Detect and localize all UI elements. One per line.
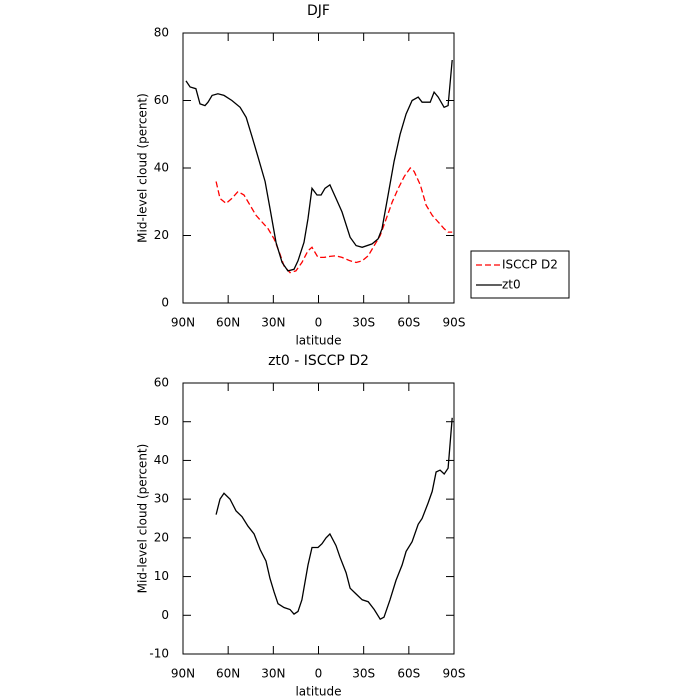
legend-box [470,250,570,299]
x-tick-label: 90S [443,316,466,330]
y-tick-label: 30 [154,492,169,506]
y-tick-label: 80 [154,26,169,40]
x-axis-label: latitude [295,685,341,699]
x-tick-label: 90S [443,667,466,681]
x-tick-label: 30S [352,667,375,681]
x-tick-label: 60S [397,667,420,681]
x-tick-label: 30S [352,316,375,330]
legend-label: ISCCP D2 [502,258,558,272]
y-tick-label: 20 [154,530,169,544]
chart-title: DJF [307,3,330,19]
x-tick-label: 60S [397,316,420,330]
plot-frame [182,32,455,304]
x-tick-label: 60N [216,316,240,330]
plot-frame [182,382,455,655]
series-line [215,167,453,274]
y-tick-label: 40 [154,453,169,467]
legend-label: zt0 [502,278,521,292]
x-tick-label: 30N [261,667,285,681]
x-tick-label: 0 [315,316,323,330]
y-axis-label: Mid-level cloud (percent) [136,93,150,243]
y-tick-label: 10 [154,569,169,583]
series-line [215,417,453,621]
x-tick-label: 0 [315,667,323,681]
x-tick-label: 60N [216,667,240,681]
y-tick-label: 50 [154,414,169,428]
y-tick-label: 0 [161,608,169,622]
chart-title: zt0 - ISCCP D2 [268,353,369,369]
y-tick-label: 20 [154,228,169,242]
y-tick-label: 0 [161,296,169,310]
y-tick-label: 40 [154,161,169,175]
y-tick-label: 60 [154,376,169,390]
y-tick-label: -10 [149,647,169,661]
x-tick-label: 90N [171,316,195,330]
y-axis-label: Mid-level cloud (percent) [136,444,150,594]
y-tick-label: 60 [154,93,169,107]
x-tick-label: 30N [261,316,285,330]
series-line [185,59,453,272]
x-tick-label: 90N [171,667,195,681]
x-axis-label: latitude [295,334,341,348]
